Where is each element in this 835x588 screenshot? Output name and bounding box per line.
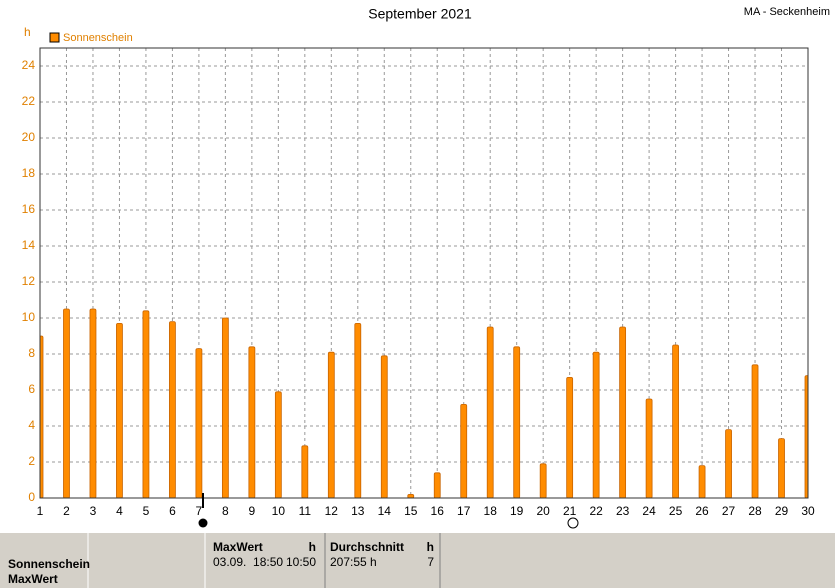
y-tick-label: 12	[22, 274, 36, 288]
unit-label: h	[24, 25, 31, 39]
x-tick-label: 15	[404, 504, 418, 518]
x-tick-label: 12	[325, 504, 339, 518]
legend-label: Sonnenschein	[63, 32, 133, 44]
bar	[380, 355, 388, 498]
y-tick-label: 0	[28, 490, 35, 504]
x-tick-label: 5	[143, 504, 150, 518]
bar	[566, 377, 574, 498]
bar	[539, 463, 547, 498]
bar	[63, 308, 70, 498]
y-tick-label: 14	[22, 238, 36, 252]
legend-swatch	[49, 32, 60, 43]
bar	[725, 429, 732, 498]
x-tick-label: 4	[116, 504, 123, 518]
x-tick-label: 6	[169, 504, 176, 518]
y-tick-label: 24	[22, 58, 36, 72]
bar	[354, 323, 362, 498]
x-tick-label: 26	[695, 504, 709, 518]
cell: 207:55 h	[330, 555, 377, 569]
x-tick-label: 21	[563, 504, 577, 518]
x-tick-label: 1	[37, 504, 44, 518]
x-tick-label: 27	[722, 504, 736, 518]
bar	[751, 364, 759, 498]
station: MA - Seckenheim	[744, 6, 830, 18]
y-tick-label: 6	[28, 382, 35, 396]
col-header: Durchschnitt	[330, 540, 404, 554]
cell: 7	[427, 555, 434, 569]
x-tick-label: 10	[272, 504, 286, 518]
bar	[327, 351, 335, 498]
bar	[672, 344, 679, 498]
x-tick-label: 24	[642, 504, 656, 518]
bar	[274, 391, 282, 498]
chart-title: September 2021	[368, 6, 472, 22]
row-label: Sonnenschein	[8, 557, 90, 571]
bar	[89, 308, 97, 498]
bar	[645, 398, 653, 498]
x-tick-label: 9	[249, 504, 256, 518]
x-tick-label: 19	[510, 504, 524, 518]
x-tick-label: 14	[378, 504, 392, 518]
col-unit: h	[309, 540, 316, 554]
new-moon	[198, 518, 208, 528]
x-tick-label: 13	[351, 504, 365, 518]
y-tick-label: 22	[22, 94, 36, 108]
y-tick-label: 18	[22, 166, 36, 180]
x-tick-label: 7	[196, 504, 203, 518]
y-tick-label: 8	[28, 346, 35, 360]
bar	[116, 323, 123, 498]
bar	[619, 326, 627, 498]
bar	[195, 348, 203, 498]
x-tick-label: 22	[589, 504, 603, 518]
y-tick-label: 4	[28, 418, 35, 432]
x-tick-label: 25	[669, 504, 683, 518]
y-tick-label: 16	[22, 202, 36, 216]
x-tick-label: 16	[431, 504, 445, 518]
y-tick-label: 10	[22, 310, 36, 324]
x-tick-label: 28	[748, 504, 762, 518]
table-bg	[0, 533, 835, 588]
x-tick-label: 11	[299, 504, 312, 518]
bar	[698, 465, 706, 498]
x-tick-label: 29	[775, 504, 789, 518]
bar	[248, 346, 256, 498]
full-moon	[567, 517, 579, 529]
x-tick-label: 17	[457, 504, 471, 518]
x-tick-label: 18	[484, 504, 498, 518]
col-unit: h	[427, 540, 434, 554]
bar	[460, 404, 468, 498]
col-header: MaxWert	[213, 540, 263, 554]
x-tick-label: 20	[536, 504, 550, 518]
bar	[513, 346, 521, 498]
row-label: MaxWert	[8, 572, 58, 586]
bar	[301, 445, 309, 498]
x-tick-label: 23	[616, 504, 630, 518]
cell: 03.09. 18:50	[213, 555, 283, 569]
bar	[433, 472, 441, 498]
bar	[221, 317, 229, 498]
bar	[778, 438, 785, 498]
x-tick-label: 8	[222, 504, 229, 518]
cell: 10:50	[286, 555, 316, 569]
bar	[486, 326, 494, 498]
y-tick-label: 2	[28, 454, 35, 468]
bar	[40, 335, 44, 498]
bar	[804, 375, 808, 498]
y-tick-label: 20	[22, 130, 36, 144]
bar	[407, 494, 415, 498]
x-tick-label: 2	[63, 504, 70, 518]
bar	[592, 351, 600, 498]
x-tick-label: 30	[801, 504, 815, 518]
bar	[142, 310, 150, 498]
bar	[169, 321, 176, 498]
x-tick-label: 3	[90, 504, 97, 518]
plot-frame	[39, 47, 809, 499]
